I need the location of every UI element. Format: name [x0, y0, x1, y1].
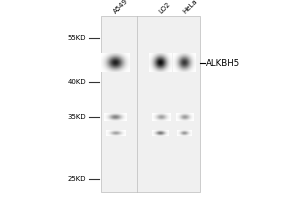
Text: 40KD: 40KD: [68, 79, 86, 85]
Text: HeLa: HeLa: [182, 0, 199, 15]
Text: 25KD: 25KD: [68, 176, 86, 182]
Text: A549: A549: [113, 0, 130, 15]
Text: 55KD: 55KD: [68, 35, 86, 41]
Bar: [100, 16, 200, 192]
Text: ALKBH5: ALKBH5: [206, 58, 240, 68]
Text: LO2: LO2: [158, 1, 172, 15]
Text: 35KD: 35KD: [68, 114, 86, 120]
